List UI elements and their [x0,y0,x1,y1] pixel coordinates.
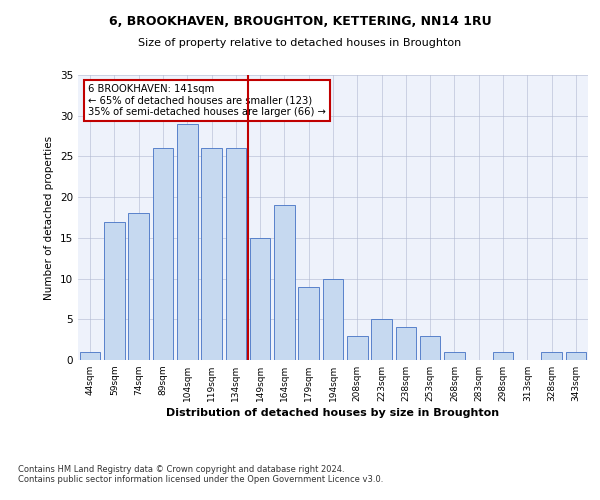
Bar [152,148,173,360]
Bar [444,352,465,360]
Text: 6, BROOKHAVEN, BROUGHTON, KETTERING, NN14 1RU: 6, BROOKHAVEN, BROUGHTON, KETTERING, NN1… [109,15,491,28]
Y-axis label: Number of detached properties: Number of detached properties [44,136,55,300]
Bar [541,352,562,360]
Bar [493,352,514,360]
Text: Size of property relative to detached houses in Broughton: Size of property relative to detached ho… [139,38,461,48]
Bar [226,148,246,360]
Bar [395,328,416,360]
Bar [298,286,319,360]
Bar [420,336,440,360]
Bar [104,222,125,360]
Bar [323,278,343,360]
Bar [566,352,586,360]
Text: Distribution of detached houses by size in Broughton: Distribution of detached houses by size … [166,408,500,418]
Bar [347,336,368,360]
Bar [274,206,295,360]
Text: Contains HM Land Registry data © Crown copyright and database right 2024.
Contai: Contains HM Land Registry data © Crown c… [18,465,383,484]
Bar [250,238,271,360]
Bar [177,124,197,360]
Bar [201,148,222,360]
Bar [371,320,392,360]
Bar [128,214,149,360]
Bar [80,352,100,360]
Text: 6 BROOKHAVEN: 141sqm
← 65% of detached houses are smaller (123)
35% of semi-deta: 6 BROOKHAVEN: 141sqm ← 65% of detached h… [88,84,326,116]
